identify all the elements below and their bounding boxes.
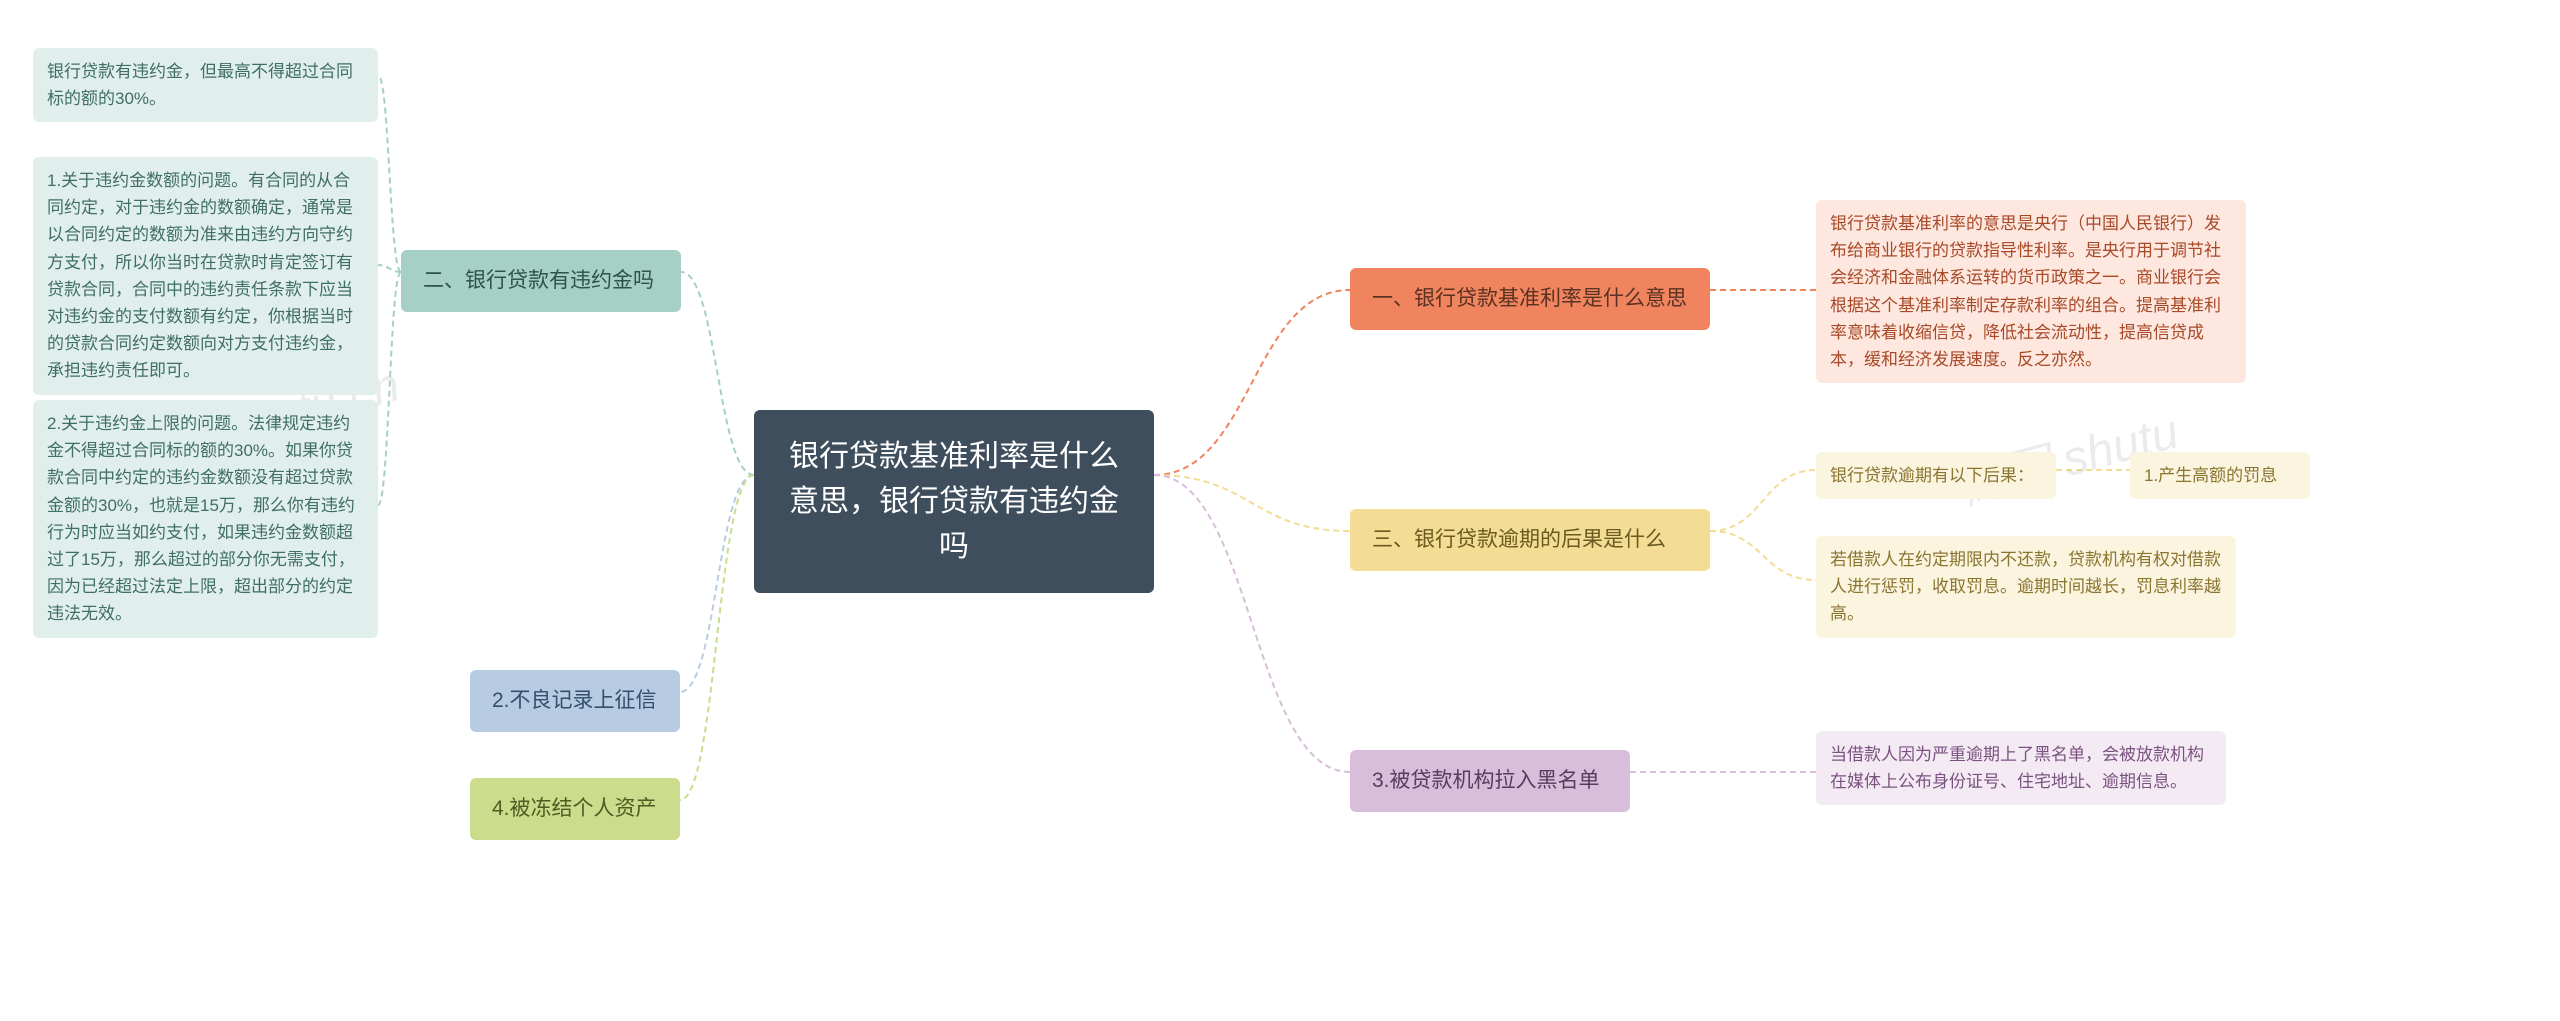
- connector-5: [378, 272, 401, 505]
- node-n3b: 若借款人在约定期限内不还款，贷款机构有权对借款人进行惩罚，收取罚息。逾期时间越长…: [1816, 536, 2236, 638]
- connector-10: [680, 475, 754, 692]
- connector-9: [1710, 531, 1816, 580]
- connector-3: [378, 75, 401, 272]
- node-n1: 一、银行贷款基准利率是什么意思: [1350, 268, 1710, 330]
- node-n6: 4.被冻结个人资产: [470, 778, 680, 840]
- node-n2a: 银行贷款有违约金，但最高不得超过合同标的额的30%。: [33, 48, 378, 122]
- node-n4: 2.不良记录上征信: [470, 670, 680, 732]
- center-node: 银行贷款基准利率是什么意思，银行贷款有违约金吗: [754, 410, 1154, 593]
- node-n1a: 银行贷款基准利率的意思是央行（中国人民银行）发布给商业银行的贷款指导性利率。是央…: [1816, 200, 2246, 383]
- connector-11: [1154, 475, 1350, 772]
- connector-13: [680, 475, 754, 800]
- connector-4: [378, 265, 401, 272]
- connector-0: [1154, 290, 1350, 475]
- node-n2: 二、银行贷款有违约金吗: [401, 250, 681, 312]
- connector-6: [1154, 475, 1350, 531]
- node-n2b: 1.关于违约金数额的问题。有合同的从合同约定，对于违约金的数额确定，通常是以合同…: [33, 157, 378, 395]
- connector-7: [1710, 470, 1816, 531]
- node-n3a1: 1.产生高额的罚息: [2130, 452, 2310, 499]
- connector-2: [681, 272, 754, 475]
- node-n3a: 银行贷款逾期有以下后果：: [1816, 452, 2056, 499]
- node-n2c: 2.关于违约金上限的问题。法律规定违约金不得超过合同标的额的30%。如果你贷款合…: [33, 400, 378, 638]
- connector-layer: [0, 0, 2560, 1021]
- node-n5a: 当借款人因为严重逾期上了黑名单，会被放款机构在媒体上公布身份证号、住宅地址、逾期…: [1816, 731, 2226, 805]
- node-n5: 3.被贷款机构拉入黑名单: [1350, 750, 1630, 812]
- node-n3: 三、银行贷款逾期的后果是什么: [1350, 509, 1710, 571]
